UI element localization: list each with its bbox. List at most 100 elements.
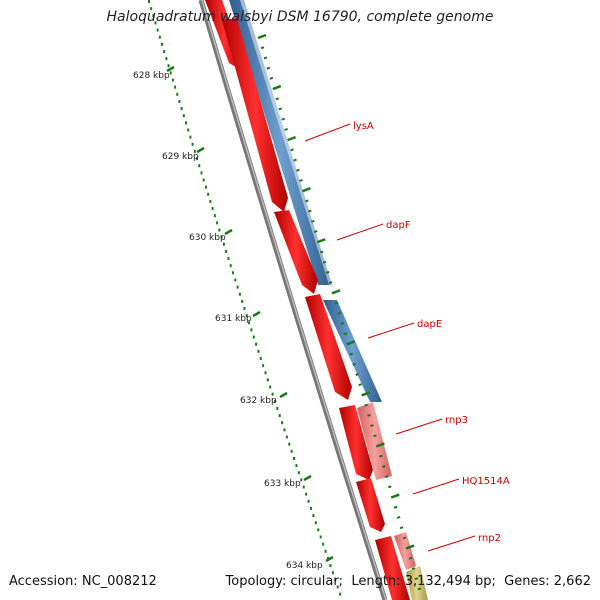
rna-gene-rnp3 (357, 402, 392, 480)
scale-tick-label: 628 kbp (133, 71, 170, 81)
inner-tick (417, 587, 422, 591)
inner-tick (393, 505, 398, 509)
genome-backbone (198, 0, 388, 600)
gene-arrow-5 (339, 405, 373, 480)
inner-tick (405, 544, 415, 550)
gene-arrow-2 (222, 18, 288, 212)
inner-tick (319, 250, 324, 254)
gene-callout-line (412, 478, 460, 495)
inner-tick (379, 454, 383, 458)
inner-tick (364, 403, 368, 407)
cds-track-blue-segment-1 (229, 0, 332, 285)
inner-tick (301, 187, 311, 193)
inner-tick (269, 76, 274, 80)
inner-tick (375, 442, 385, 448)
gene-callout-line (367, 322, 415, 339)
inner-tick (322, 260, 327, 264)
genome-title: Haloquadratum walsbyi DSM 16790, complet… (106, 9, 494, 25)
inner-tick (308, 209, 312, 213)
inner-tick (349, 352, 354, 356)
inner-tick (358, 383, 362, 387)
inner-tick (325, 270, 330, 274)
gene-label: dapE (417, 319, 442, 330)
genes-value: 2,662 (553, 574, 591, 589)
inner-tick (337, 311, 342, 315)
gene-arrow-7 (375, 536, 410, 600)
inner-tick (411, 567, 416, 570)
inner-tick (414, 577, 419, 581)
genes-label: Genes: (504, 574, 550, 589)
major-tick-mark (224, 228, 233, 236)
gene-callout-line (395, 418, 443, 435)
inner-tick (346, 340, 356, 346)
inner-tick (310, 219, 315, 223)
scale-tick-label: 631 kbp (215, 314, 252, 324)
inner-tick (361, 391, 371, 397)
inner-tick (293, 158, 297, 162)
inner-tick (272, 84, 282, 91)
length-value: 3,132,494 bp (404, 574, 492, 589)
inner-tick (278, 107, 283, 111)
rna-gene-yellow (406, 566, 428, 600)
topology-label: Topology: (225, 574, 287, 589)
gene-callout-line (427, 535, 476, 552)
inner-tick (299, 179, 303, 182)
inner-tick (316, 238, 326, 244)
inner-tick (257, 33, 267, 40)
inner-tick (305, 199, 309, 203)
gene-arrow-4 (305, 294, 352, 400)
inner-tick (281, 117, 285, 121)
gene-callouts: lysA dapF dapE rnp3 HQ1514A rnp2 (304, 121, 510, 552)
gene-callout-line (336, 223, 384, 241)
inner-tick (384, 475, 389, 479)
inner-tick (331, 289, 341, 295)
inner-tick (266, 66, 271, 70)
major-tick-mark (166, 65, 175, 73)
inner-tick (328, 281, 333, 285)
scale-tick-label: 633 kbp (264, 479, 301, 489)
gene-label: dapF (386, 220, 411, 231)
inner-tick (382, 464, 386, 468)
inner-tick (287, 135, 297, 142)
genome-summary: Topology: circular; Length: 3,132,494 bp… (225, 574, 591, 589)
inner-tick (373, 434, 377, 438)
inner-tick (275, 97, 280, 101)
scale-major-ticks: 628 kbp 629 kbp 630 kbp 631 kbp 632 kbp 633 k… (133, 65, 334, 571)
scale-tick-label: 630 kbp (189, 233, 226, 243)
major-tick-mark (252, 310, 261, 318)
genome-backbone-highlight (201, 0, 387, 600)
inner-tick (367, 413, 371, 417)
gene-label: rnp2 (478, 533, 501, 544)
gene-label: rnp3 (445, 415, 468, 426)
inner-tick (263, 56, 268, 60)
topology-value: circular (290, 574, 339, 589)
rna-gene-rnp2 (394, 532, 416, 570)
scale-tick-label: 629 kbp (162, 152, 199, 162)
inner-tick (313, 230, 318, 233)
major-tick-mark (279, 391, 288, 399)
scale-tick-label: 634 kbp (286, 561, 323, 571)
gene-callout-line (304, 123, 351, 142)
cds-forward-genes (205, 0, 410, 600)
inner-tick (296, 168, 300, 172)
inner-tick (260, 46, 265, 50)
cds-track-blue-segment-2 (323, 300, 382, 402)
inner-tick (340, 321, 345, 325)
major-tick-mark (303, 474, 312, 482)
inner-tick-lane (257, 33, 422, 591)
accession-info: Accession: NC_008212 (9, 574, 157, 589)
inner-tick (352, 362, 357, 366)
scale-minor-ticks (148, 0, 342, 596)
inner-tick (334, 301, 339, 305)
inner-tick (284, 127, 288, 131)
inner-tick (399, 526, 404, 530)
length-label: Length: (351, 574, 401, 589)
inner-tick (355, 373, 359, 376)
inner-tick (390, 493, 400, 499)
gene-label: lysA (353, 121, 374, 132)
inner-tick (402, 536, 407, 540)
rna-genes (357, 402, 428, 600)
accession-label: Accession: (9, 574, 78, 589)
